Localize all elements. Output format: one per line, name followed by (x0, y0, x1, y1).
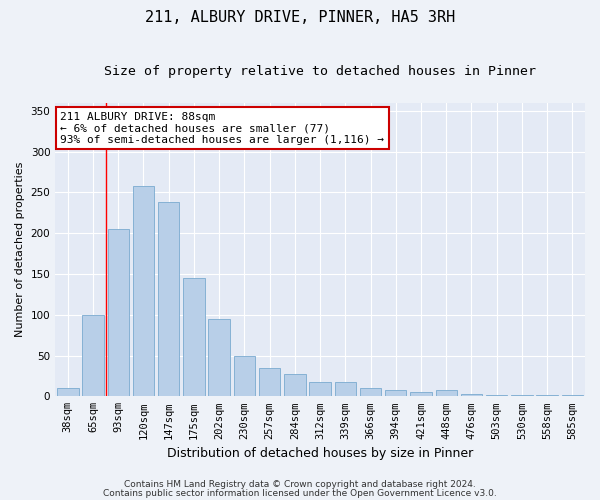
Bar (562, 394, 583, 396)
Bar (57, 388, 79, 396)
Text: 211, ALBURY DRIVE, PINNER, HA5 3RH: 211, ALBURY DRIVE, PINNER, HA5 3RH (145, 10, 455, 25)
X-axis label: Distribution of detached houses by size in Pinner: Distribution of detached houses by size … (167, 447, 473, 460)
Bar (233, 356, 255, 397)
Bar (335, 382, 356, 396)
Bar (208, 319, 230, 396)
Bar (183, 278, 205, 396)
Bar (461, 394, 482, 396)
Bar (385, 390, 406, 396)
Bar (158, 202, 179, 396)
Bar (259, 368, 280, 396)
Bar (133, 186, 154, 396)
Bar (536, 394, 558, 396)
Bar (107, 229, 129, 396)
Bar (310, 382, 331, 396)
Bar (284, 374, 305, 396)
Bar (436, 390, 457, 396)
Bar (511, 394, 533, 396)
Title: Size of property relative to detached houses in Pinner: Size of property relative to detached ho… (104, 65, 536, 78)
Bar (360, 388, 381, 396)
Text: 211 ALBURY DRIVE: 88sqm
← 6% of detached houses are smaller (77)
93% of semi-det: 211 ALBURY DRIVE: 88sqm ← 6% of detached… (61, 112, 385, 145)
Bar (82, 315, 104, 396)
Y-axis label: Number of detached properties: Number of detached properties (15, 162, 25, 337)
Bar (410, 392, 432, 396)
Text: Contains public sector information licensed under the Open Government Licence v3: Contains public sector information licen… (103, 489, 497, 498)
Text: Contains HM Land Registry data © Crown copyright and database right 2024.: Contains HM Land Registry data © Crown c… (124, 480, 476, 489)
Bar (486, 394, 508, 396)
